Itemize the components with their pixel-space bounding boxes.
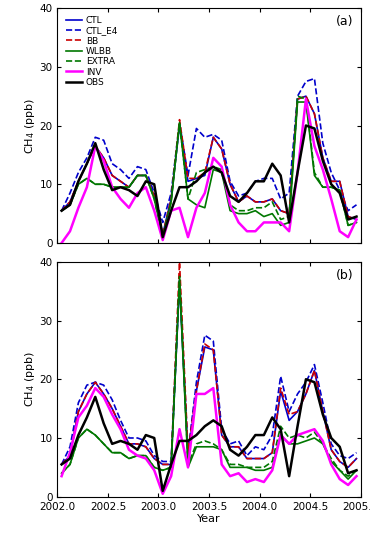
Legend: CTL, CTL_E4, BB, WLBB, EXTRA, INV, OBS: CTL, CTL_E4, BB, WLBB, EXTRA, INV, OBS	[65, 15, 119, 88]
Text: (a): (a)	[336, 15, 353, 28]
X-axis label: Year: Year	[197, 514, 221, 524]
Text: (b): (b)	[336, 269, 353, 282]
Y-axis label: CH$_4$ (ppb): CH$_4$ (ppb)	[23, 351, 37, 407]
Y-axis label: CH$_4$ (ppb): CH$_4$ (ppb)	[23, 98, 37, 154]
